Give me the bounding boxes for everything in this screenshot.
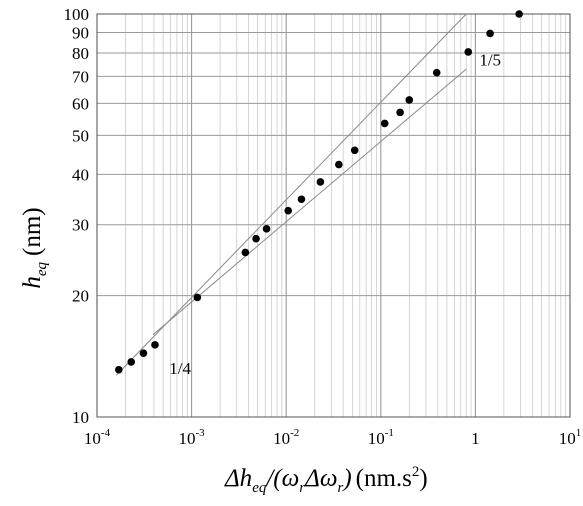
plot-frame bbox=[96, 13, 571, 418]
fit-line bbox=[115, 13, 467, 376]
data-point bbox=[284, 206, 293, 215]
y-tick-label: 20 bbox=[72, 287, 89, 306]
fit-line bbox=[152, 68, 467, 336]
data-point bbox=[486, 29, 494, 38]
y-tick-label: 70 bbox=[72, 67, 89, 86]
data-point bbox=[115, 365, 123, 374]
y-tick-label: 40 bbox=[72, 165, 89, 184]
data-point bbox=[127, 358, 136, 366]
y-tick-label: 50 bbox=[72, 126, 89, 145]
annotations: 1/4 1/5 bbox=[169, 51, 501, 378]
x-tick-labels: 10-4 10-3 10-2 10-1 1 101 bbox=[84, 427, 581, 448]
data-point bbox=[241, 248, 250, 257]
slope-annotation: 1/4 bbox=[169, 359, 191, 378]
x-tick-label: 1 bbox=[471, 429, 480, 448]
data-points bbox=[115, 10, 523, 374]
data-point bbox=[262, 225, 271, 233]
data-point bbox=[380, 119, 389, 128]
y-tick-label: 80 bbox=[72, 44, 89, 63]
data-point bbox=[151, 341, 159, 349]
y-axis-label: heq(nm) bbox=[19, 207, 50, 288]
data-point bbox=[139, 349, 148, 357]
data-point bbox=[252, 234, 260, 243]
x-tick-label: 10-4 bbox=[84, 427, 111, 448]
x-tick-label: 10-1 bbox=[368, 427, 394, 448]
data-point bbox=[335, 160, 343, 169]
data-point bbox=[405, 96, 414, 104]
data-point bbox=[396, 108, 404, 117]
data-point bbox=[297, 195, 306, 204]
x-tick-label: 10-3 bbox=[179, 427, 206, 448]
data-point bbox=[464, 48, 473, 56]
data-point bbox=[515, 10, 523, 18]
fit-lines bbox=[115, 13, 467, 376]
y-tick-label: 90 bbox=[72, 23, 89, 42]
y-tick-label: 100 bbox=[64, 5, 90, 24]
data-point bbox=[350, 146, 359, 155]
y-tick-label: 60 bbox=[72, 94, 89, 113]
x-tick-label: 10-2 bbox=[273, 427, 299, 448]
x-axis-label: Δheq/(ωrΔωr) (nm.s2) bbox=[224, 464, 428, 496]
data-point bbox=[432, 68, 441, 77]
grid bbox=[96, 13, 570, 418]
x-tick-label: 101 bbox=[559, 427, 582, 448]
data-point bbox=[316, 178, 325, 186]
y-tick-label: 30 bbox=[72, 216, 89, 235]
data-point bbox=[193, 293, 202, 302]
slope-annotation: 1/5 bbox=[479, 51, 501, 70]
y-tick-label: 10 bbox=[72, 408, 89, 427]
